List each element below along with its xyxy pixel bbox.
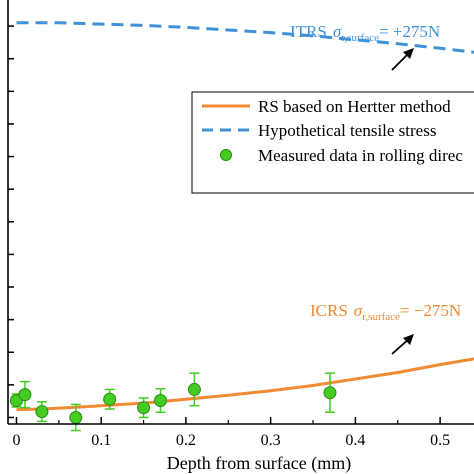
legend-box	[191, 91, 474, 194]
legend: RS based on Hertter method Hypothetical …	[191, 91, 474, 194]
x-tick-label-5: 0.5	[430, 432, 450, 449]
measured-point-4	[103, 388, 117, 410]
annotation-itrs-arrowhead	[403, 48, 414, 59]
legend-marker-measured	[220, 149, 232, 161]
legend-label-rs: RS based on Hertter method	[258, 97, 451, 116]
x-tick-label-3: 0.3	[261, 432, 281, 449]
measured-marker	[323, 386, 337, 400]
measured-marker	[69, 410, 83, 424]
series-layer	[9, 21, 474, 432]
legend-label-measured: Measured data in rolling direc	[258, 146, 463, 165]
annotation-icrs-sub: r,surface	[362, 311, 400, 323]
annotation-icrs-arrowhead	[403, 334, 414, 345]
measured-point-8	[323, 372, 337, 414]
measured-point-7	[187, 372, 201, 407]
annotation-icrs: ICRS σr,surface= −275N	[310, 301, 461, 355]
annotation-icrs-text: ICRS σr,surface= −275N	[310, 301, 461, 323]
annotation-icrs-symbol: σ	[354, 301, 363, 320]
x-axis-label: Depth from surface (mm)	[167, 453, 351, 474]
annotation-itrs-symbol: σ	[333, 22, 342, 41]
x-tick-label-2: 0.2	[176, 432, 196, 449]
measured-point-2	[35, 401, 49, 423]
measured-marker	[35, 405, 49, 419]
legend-label-tensile: Hypothetical tensile stress	[258, 121, 436, 140]
hertter-rs-line	[16, 357, 474, 412]
annotation-itrs: ITRS σr,surface= +275N	[290, 22, 440, 71]
measured-marker	[187, 382, 201, 396]
annotation-itrs-label: ITRS	[290, 22, 327, 41]
axes-layer	[7, 0, 474, 425]
annotation-icrs-label: ICRS	[310, 301, 348, 320]
measured-marker	[154, 394, 168, 408]
measured-marker	[103, 392, 117, 406]
annotation-icrs-value: = −275N	[400, 301, 461, 320]
measured-point-6	[154, 388, 168, 414]
x-tick-label-1: 0.1	[91, 432, 111, 449]
annotation-itrs-sub: r,surface	[341, 32, 379, 44]
x-tick-label-4: 0.4	[345, 432, 365, 449]
x-ticks: 0 0.1 0.2 0.3 0.4 0.5	[12, 417, 450, 449]
annotation-itrs-text: ITRS σr,surface= +275N	[290, 22, 440, 44]
x-tick-label-0: 0	[12, 432, 20, 449]
measured-marker	[137, 401, 151, 415]
y-ticks	[8, 25, 14, 419]
measured-point-5	[137, 397, 151, 419]
tensile-stress-line	[16, 21, 474, 54]
measured-point-1	[18, 380, 32, 409]
annotation-itrs-value: = +275N	[379, 22, 440, 41]
measured-marker	[18, 388, 32, 402]
